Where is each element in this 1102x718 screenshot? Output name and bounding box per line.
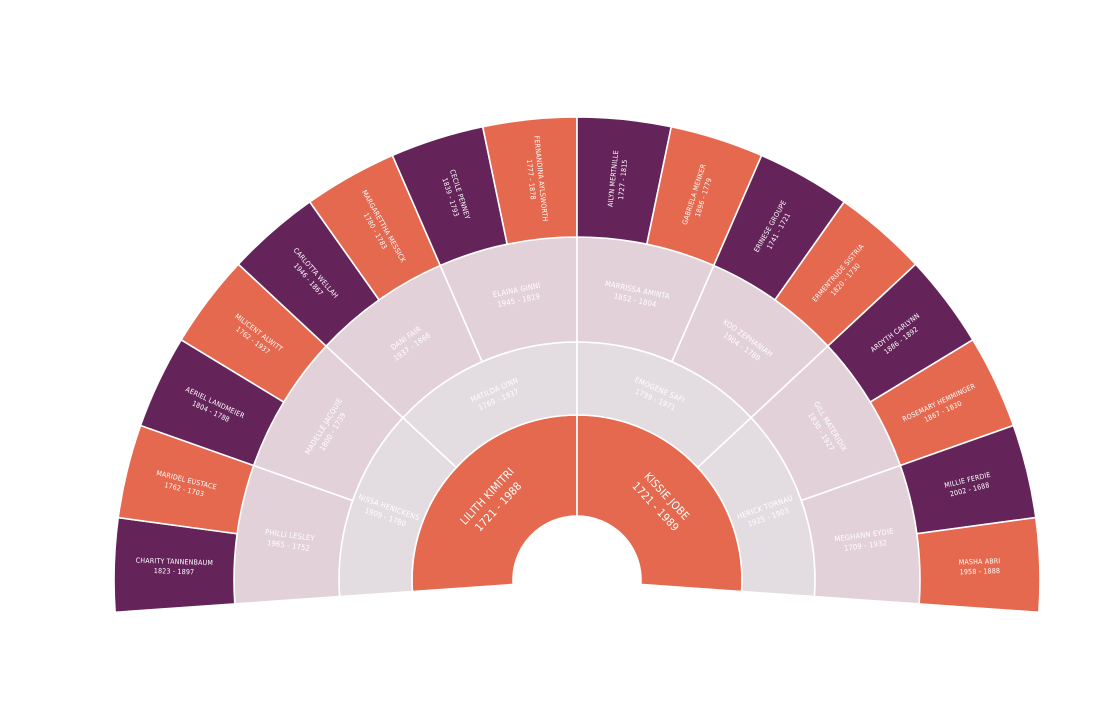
person-name: CHARITY TANNENBAUM — [136, 557, 214, 568]
segment-masha-abri[interactable] — [915, 516, 1041, 614]
fan-segments — [113, 116, 1041, 614]
person-dates: 1958 - 1888 — [960, 567, 1001, 576]
person-name: MASHA ABRI — [959, 557, 1001, 566]
person-dates: 1823 - 1897 — [154, 567, 195, 576]
